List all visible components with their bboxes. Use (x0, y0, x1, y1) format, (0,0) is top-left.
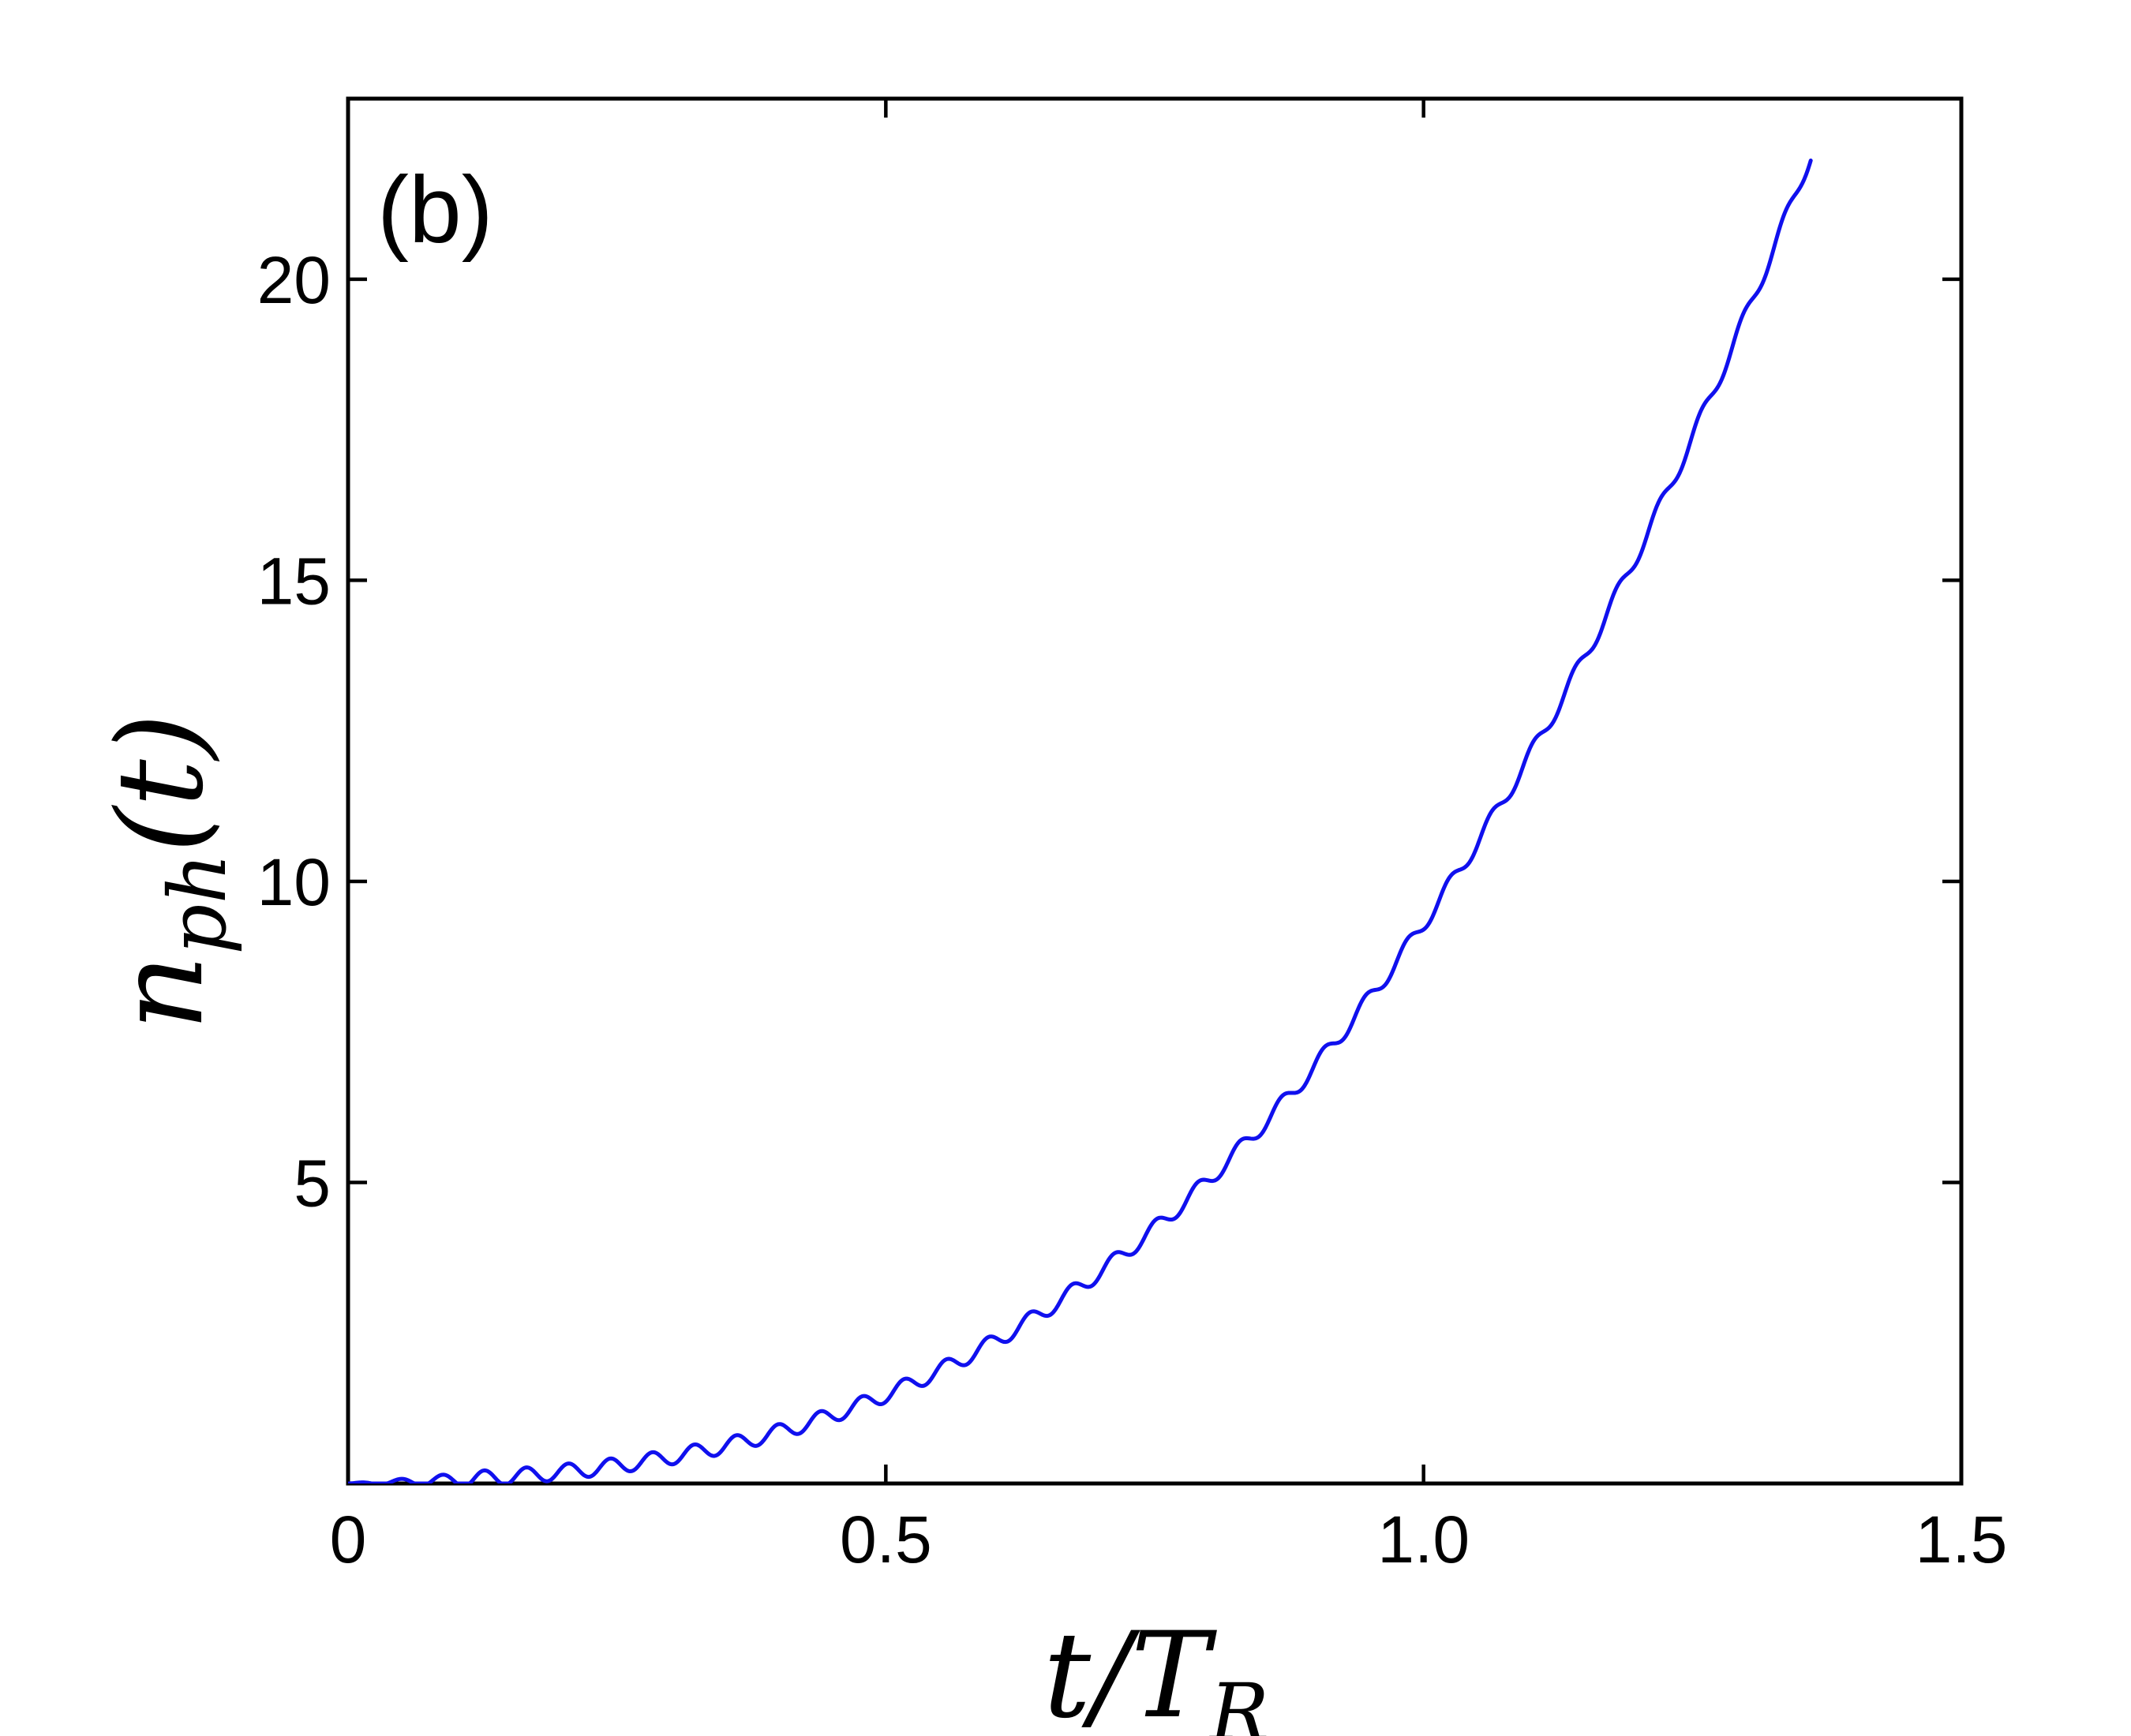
x-tick-label: 1.0 (1377, 1502, 1470, 1577)
y-tick-label: 10 (257, 845, 331, 919)
y-axis-ticks: 5 10 15 20 (257, 243, 1961, 1220)
x-axis-label-sub: R (1208, 1667, 1269, 1736)
x-tick-label: 1.5 (1916, 1502, 2008, 1577)
x-tick-label: 0.5 (840, 1502, 932, 1577)
x-tick-label: 0 (330, 1502, 367, 1577)
x-axis-ticks: 0 0.5 1.0 1.5 (330, 99, 2008, 1577)
y-tick-label: 5 (294, 1146, 331, 1220)
y-tick-label: 15 (257, 544, 331, 618)
y-axis-label: nph(t) (92, 713, 244, 1031)
y-axis-label-base: n (92, 955, 230, 1031)
x-axis-label: t/TR (1043, 1607, 1269, 1736)
panel-label: (b) (377, 157, 493, 263)
x-axis-label-base: t/T (1043, 1607, 1218, 1736)
y-axis-label-tail: (t) (92, 713, 230, 853)
y-tick-label: 20 (257, 243, 331, 317)
plot-frame (346, 96, 1964, 1486)
series-line (348, 158, 1813, 1483)
y-axis-label-sub: ph (152, 853, 244, 954)
